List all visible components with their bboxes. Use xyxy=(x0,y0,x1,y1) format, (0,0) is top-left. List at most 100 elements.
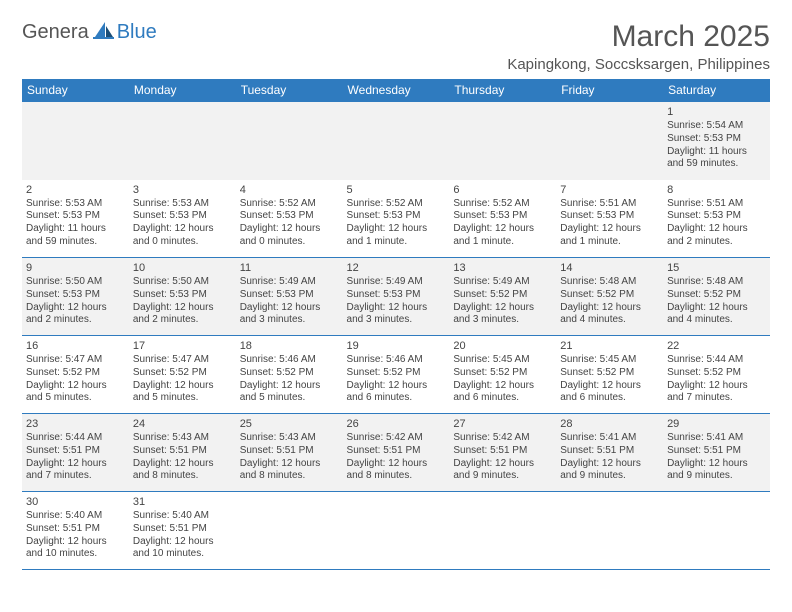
sunset-text: Sunset: 5:51 PM xyxy=(240,445,339,458)
daylight-text: Daylight: 12 hours and 5 minutes. xyxy=(26,380,125,406)
calendar-day-blank xyxy=(556,102,663,180)
day-header: Friday xyxy=(556,79,663,102)
daylight-text: Daylight: 11 hours and 59 minutes. xyxy=(26,223,125,249)
calendar-day: 24Sunrise: 5:43 AMSunset: 5:51 PMDayligh… xyxy=(129,414,236,492)
sunset-text: Sunset: 5:52 PM xyxy=(560,289,659,302)
calendar-day: 20Sunrise: 5:45 AMSunset: 5:52 PMDayligh… xyxy=(449,336,556,414)
calendar-week: 16Sunrise: 5:47 AMSunset: 5:52 PMDayligh… xyxy=(22,336,770,414)
sunset-text: Sunset: 5:51 PM xyxy=(133,523,232,536)
sunset-text: Sunset: 5:52 PM xyxy=(26,367,125,380)
day-number: 19 xyxy=(347,339,446,353)
sunrise-text: Sunrise: 5:50 AM xyxy=(133,276,232,289)
day-number: 12 xyxy=(347,261,446,275)
daylight-text: Daylight: 12 hours and 0 minutes. xyxy=(240,223,339,249)
calendar-day-blank xyxy=(449,492,556,570)
daylight-text: Daylight: 12 hours and 9 minutes. xyxy=(453,458,552,484)
daylight-text: Daylight: 12 hours and 10 minutes. xyxy=(133,536,232,562)
sunset-text: Sunset: 5:52 PM xyxy=(347,367,446,380)
sunrise-text: Sunrise: 5:48 AM xyxy=(667,276,766,289)
title-block: March 2025 Kapingkong, Soccsksargen, Phi… xyxy=(507,20,770,73)
daylight-text: Daylight: 12 hours and 9 minutes. xyxy=(560,458,659,484)
day-number: 25 xyxy=(240,417,339,431)
daylight-text: Daylight: 12 hours and 1 minute. xyxy=(347,223,446,249)
sunrise-text: Sunrise: 5:43 AM xyxy=(240,432,339,445)
calendar-day: 8Sunrise: 5:51 AMSunset: 5:53 PMDaylight… xyxy=(663,180,770,258)
calendar-week: 2Sunrise: 5:53 AMSunset: 5:53 PMDaylight… xyxy=(22,180,770,258)
daylight-text: Daylight: 12 hours and 1 minute. xyxy=(453,223,552,249)
daylight-text: Daylight: 12 hours and 4 minutes. xyxy=(560,302,659,328)
sunrise-text: Sunrise: 5:49 AM xyxy=(453,276,552,289)
sunrise-text: Sunrise: 5:53 AM xyxy=(133,198,232,211)
day-header: Monday xyxy=(129,79,236,102)
sunrise-text: Sunrise: 5:41 AM xyxy=(560,432,659,445)
calendar-day-blank xyxy=(129,102,236,180)
daylight-text: Daylight: 12 hours and 0 minutes. xyxy=(133,223,232,249)
calendar-day-blank xyxy=(449,102,556,180)
calendar-day: 16Sunrise: 5:47 AMSunset: 5:52 PMDayligh… xyxy=(22,336,129,414)
day-number: 20 xyxy=(453,339,552,353)
sunrise-text: Sunrise: 5:44 AM xyxy=(26,432,125,445)
day-number: 15 xyxy=(667,261,766,275)
daylight-text: Daylight: 12 hours and 9 minutes. xyxy=(667,458,766,484)
sunrise-text: Sunrise: 5:42 AM xyxy=(347,432,446,445)
sunset-text: Sunset: 5:53 PM xyxy=(133,210,232,223)
day-number: 30 xyxy=(26,495,125,509)
sunset-text: Sunset: 5:53 PM xyxy=(347,210,446,223)
calendar-day-blank xyxy=(236,492,343,570)
day-number: 8 xyxy=(667,183,766,197)
calendar-day-blank xyxy=(343,492,450,570)
daylight-text: Daylight: 12 hours and 3 minutes. xyxy=(347,302,446,328)
sunrise-text: Sunrise: 5:41 AM xyxy=(667,432,766,445)
sunset-text: Sunset: 5:53 PM xyxy=(560,210,659,223)
sunset-text: Sunset: 5:53 PM xyxy=(133,289,232,302)
daylight-text: Daylight: 12 hours and 7 minutes. xyxy=(667,380,766,406)
day-number: 9 xyxy=(26,261,125,275)
sunset-text: Sunset: 5:52 PM xyxy=(560,367,659,380)
sunrise-text: Sunrise: 5:49 AM xyxy=(347,276,446,289)
sunset-text: Sunset: 5:51 PM xyxy=(347,445,446,458)
daylight-text: Daylight: 12 hours and 7 minutes. xyxy=(26,458,125,484)
sunrise-text: Sunrise: 5:51 AM xyxy=(560,198,659,211)
day-header: Saturday xyxy=(663,79,770,102)
sunset-text: Sunset: 5:53 PM xyxy=(667,210,766,223)
calendar-day: 4Sunrise: 5:52 AMSunset: 5:53 PMDaylight… xyxy=(236,180,343,258)
daylight-text: Daylight: 12 hours and 1 minute. xyxy=(560,223,659,249)
daylight-text: Daylight: 12 hours and 2 minutes. xyxy=(133,302,232,328)
day-number: 31 xyxy=(133,495,232,509)
sunrise-text: Sunrise: 5:40 AM xyxy=(26,510,125,523)
sunset-text: Sunset: 5:51 PM xyxy=(26,523,125,536)
sunrise-text: Sunrise: 5:52 AM xyxy=(453,198,552,211)
calendar-week: 23Sunrise: 5:44 AMSunset: 5:51 PMDayligh… xyxy=(22,414,770,492)
day-number: 27 xyxy=(453,417,552,431)
calendar-day: 29Sunrise: 5:41 AMSunset: 5:51 PMDayligh… xyxy=(663,414,770,492)
sunrise-text: Sunrise: 5:49 AM xyxy=(240,276,339,289)
calendar-day: 22Sunrise: 5:44 AMSunset: 5:52 PMDayligh… xyxy=(663,336,770,414)
calendar-day: 27Sunrise: 5:42 AMSunset: 5:51 PMDayligh… xyxy=(449,414,556,492)
calendar-day-blank xyxy=(343,102,450,180)
daylight-text: Daylight: 12 hours and 3 minutes. xyxy=(453,302,552,328)
location-subtitle: Kapingkong, Soccsksargen, Philippines xyxy=(507,56,770,73)
sunrise-text: Sunrise: 5:54 AM xyxy=(667,120,766,133)
day-number: 29 xyxy=(667,417,766,431)
sunset-text: Sunset: 5:53 PM xyxy=(667,133,766,146)
daylight-text: Daylight: 12 hours and 8 minutes. xyxy=(133,458,232,484)
logo-sail-icon xyxy=(92,20,114,45)
sunset-text: Sunset: 5:52 PM xyxy=(453,289,552,302)
day-number: 26 xyxy=(347,417,446,431)
daylight-text: Daylight: 12 hours and 8 minutes. xyxy=(240,458,339,484)
calendar-day-blank xyxy=(663,492,770,570)
day-number: 11 xyxy=(240,261,339,275)
sunset-text: Sunset: 5:51 PM xyxy=(560,445,659,458)
day-number: 21 xyxy=(560,339,659,353)
calendar-day: 19Sunrise: 5:46 AMSunset: 5:52 PMDayligh… xyxy=(343,336,450,414)
daylight-text: Daylight: 11 hours and 59 minutes. xyxy=(667,146,766,172)
sunset-text: Sunset: 5:51 PM xyxy=(667,445,766,458)
calendar-week: 9Sunrise: 5:50 AMSunset: 5:53 PMDaylight… xyxy=(22,258,770,336)
header: Genera Blue March 2025 Kapingkong, Soccs… xyxy=(22,20,770,73)
calendar-day: 12Sunrise: 5:49 AMSunset: 5:53 PMDayligh… xyxy=(343,258,450,336)
daylight-text: Daylight: 12 hours and 4 minutes. xyxy=(667,302,766,328)
sunset-text: Sunset: 5:53 PM xyxy=(240,210,339,223)
sunset-text: Sunset: 5:53 PM xyxy=(26,289,125,302)
calendar-day: 30Sunrise: 5:40 AMSunset: 5:51 PMDayligh… xyxy=(22,492,129,570)
day-number: 6 xyxy=(453,183,552,197)
